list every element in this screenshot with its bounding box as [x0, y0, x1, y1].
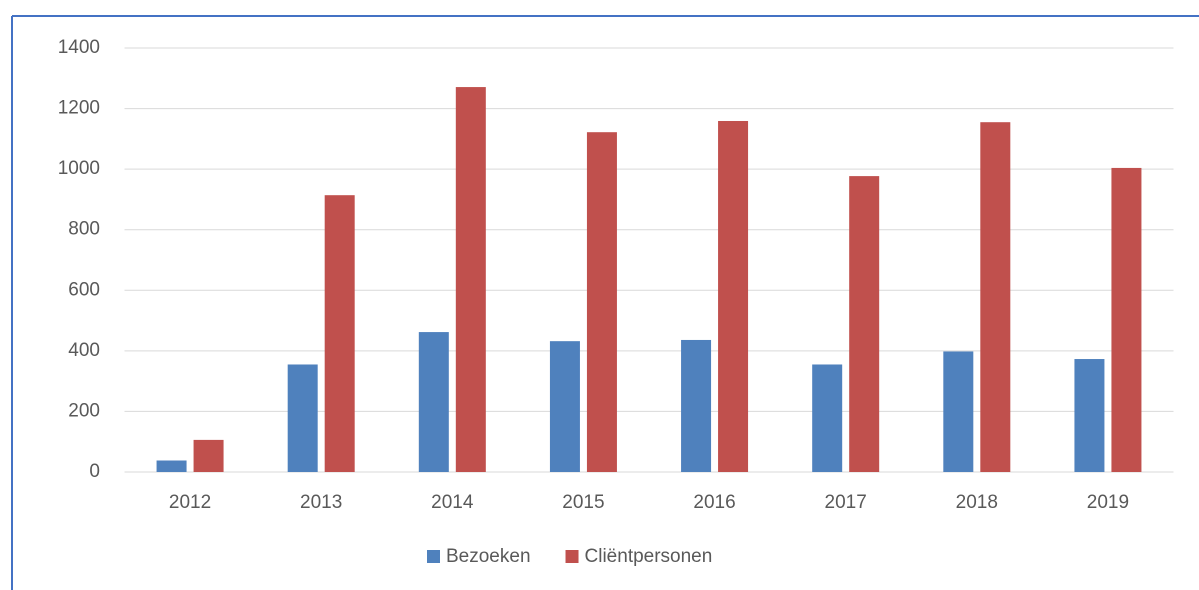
x-tick-label: 2013 [300, 492, 342, 513]
legend-swatch [427, 550, 440, 563]
y-tick-label: 1000 [58, 158, 100, 179]
bar [1074, 359, 1105, 472]
legend-swatch [565, 550, 579, 563]
y-tick-label: 800 [68, 219, 100, 240]
bar [455, 87, 486, 472]
bar [718, 120, 749, 472]
x-tick-label: 2016 [693, 492, 735, 513]
y-tick-label: 400 [68, 340, 100, 361]
y-tick-label: 0 [89, 461, 100, 482]
bar [193, 439, 224, 472]
bar [586, 132, 617, 473]
bar [418, 332, 449, 472]
bar [980, 122, 1011, 472]
bar [1111, 167, 1142, 472]
y-tick-label: 200 [68, 400, 100, 421]
bar [287, 364, 318, 472]
x-tick-label: 2019 [1087, 492, 1129, 513]
bar [324, 195, 355, 472]
y-tick-label: 1400 [58, 37, 100, 58]
legend-label: Bezoeken [446, 546, 531, 567]
bar [943, 351, 974, 472]
y-tick-label: 1200 [58, 98, 100, 119]
x-tick-label: 2015 [562, 492, 604, 513]
bar [812, 364, 843, 472]
x-tick-label: 2012 [169, 492, 211, 513]
bar [849, 176, 880, 472]
bar [156, 460, 187, 472]
bar [681, 339, 712, 472]
x-tick-label: 2014 [431, 492, 474, 513]
y-tick-label: 600 [68, 279, 100, 300]
x-tick-label: 2017 [825, 492, 867, 513]
x-tick-label: 2018 [956, 492, 998, 513]
legend-label: Cliëntpersonen [585, 546, 713, 567]
bar [549, 341, 580, 472]
